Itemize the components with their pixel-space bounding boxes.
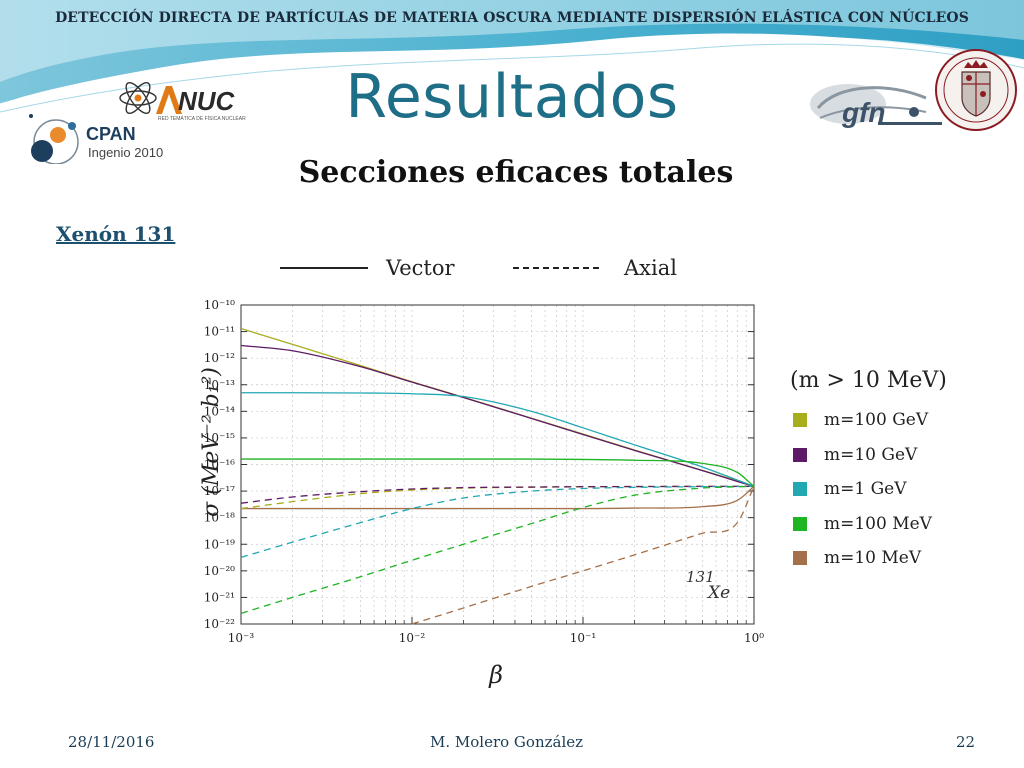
gfn-logo: gfn	[810, 84, 942, 128]
footer-author: M. Molero González	[430, 733, 584, 751]
axial-line-swatch	[513, 267, 599, 269]
cross-section-chart: 10⁻²² 10⁻²¹ 10⁻²⁰ 10⁻¹⁹ 10⁻¹⁸ 10⁻¹⁷ 10⁻¹⁶ 10⁻¹⁵…	[199, 298, 764, 689]
x-tick-label: 10⁻¹	[570, 631, 596, 645]
y-tick-label: 10⁻¹²	[204, 351, 235, 365]
mass-legend: (m > 10 MeV) m=100 GeV m=10 GeV m=1 GeV …	[790, 368, 947, 576]
anuc-logo-tagline: RED TEMÁTICA DE FÍSICA NUCLEAR	[158, 115, 246, 122]
vector-legend-label: Vector	[386, 256, 455, 280]
x-tick-label: 10⁰	[744, 631, 764, 645]
y-tick-label: 10⁻²¹	[204, 590, 235, 604]
footer-date: 28/11/2016	[68, 733, 155, 751]
y-tick-label: 10⁻²⁰	[204, 564, 235, 578]
cpan-logo-name: CPAN	[86, 124, 136, 144]
series-axial-m-10-mev	[411, 486, 755, 625]
mass-legend-label: m=1 GeV	[824, 479, 907, 500]
mass-legend-title: (m > 10 MeV)	[790, 368, 947, 393]
mass-legend-label: m=10 MeV	[824, 548, 922, 569]
isotope-mass-number: 131	[686, 568, 715, 586]
isotope-symbol: Xe	[706, 583, 730, 603]
color-swatch	[793, 516, 807, 531]
series-vector-m-10-mev	[241, 485, 755, 510]
series-vector-m-1-gev	[241, 392, 755, 488]
y-tick-label: 10⁻¹⁵	[204, 431, 235, 445]
presentation-title-banner: DETECCIÓN DIRECTA DE PARTÍCULAS DE MATER…	[55, 10, 969, 26]
y-tick-label: 10⁻¹⁹	[204, 537, 235, 551]
axial-legend-label: Axial	[624, 256, 677, 280]
isotope-heading: Xenón 131	[56, 222, 176, 246]
y-tick-label: 10⁻¹⁸	[204, 511, 235, 525]
y-axis-label: σ (MeV⁻² b₁²)	[199, 367, 224, 517]
series-axial-m-100-gev	[240, 485, 754, 510]
university-seal-logo	[935, 49, 1017, 131]
slide-title: Resultados	[345, 62, 679, 132]
series-axial-m-1-gev	[240, 485, 755, 559]
y-tick-label: 10⁻¹⁰	[204, 298, 235, 312]
header-wave-decoration	[0, 0, 1024, 113]
color-swatch	[793, 413, 807, 428]
y-tick-label: 10⁻¹³	[204, 378, 235, 392]
mass-legend-label: m=100 MeV	[824, 513, 932, 534]
slide-subtitle: Secciones eficaces totales	[298, 155, 734, 190]
vector-line-swatch	[280, 267, 368, 269]
slide-number: 22	[956, 733, 976, 751]
mass-legend-label: m=100 GeV	[824, 410, 929, 431]
y-tick-label: 10⁻¹⁷	[204, 484, 235, 498]
mass-legend-item: m=10 MeV	[790, 541, 947, 576]
series-vector-m-100-mev	[241, 458, 755, 487]
y-tick-label: 10⁻¹¹	[204, 325, 235, 339]
anuc-logo-text: NUC	[178, 86, 236, 116]
y-tick-label: 10⁻²²	[204, 617, 235, 631]
y-tick-label: 10⁻¹⁶	[204, 458, 235, 472]
mass-legend-item: m=100 GeV	[790, 403, 947, 438]
mass-legend-label: m=10 GeV	[824, 444, 918, 465]
x-tick-label: 10⁻³	[228, 631, 255, 645]
color-swatch	[793, 447, 807, 462]
anuc-logo: NUC RED TEMÁTICA DE FÍSICA NUCLEAR	[119, 82, 246, 122]
cpan-logo-tagline: Ingenio 2010	[88, 145, 163, 160]
color-swatch	[793, 551, 807, 566]
atom-icon	[119, 82, 157, 114]
x-axis-label: β	[488, 661, 503, 689]
cpan-logo: CPAN Ingenio 2010	[29, 114, 163, 164]
mass-legend-item: m=100 MeV	[790, 507, 947, 542]
y-tick-label: 10⁻¹⁴	[204, 404, 235, 418]
color-swatch	[793, 482, 807, 497]
mass-legend-item: m=1 GeV	[790, 472, 947, 507]
series-vector-m-10-gev	[240, 344, 755, 488]
series-axial-m-100-mev	[240, 485, 755, 615]
series-axial-m-10-gev	[240, 485, 754, 504]
x-tick-label: 10⁻²	[399, 631, 426, 645]
mass-legend-item: m=10 GeV	[790, 438, 947, 473]
